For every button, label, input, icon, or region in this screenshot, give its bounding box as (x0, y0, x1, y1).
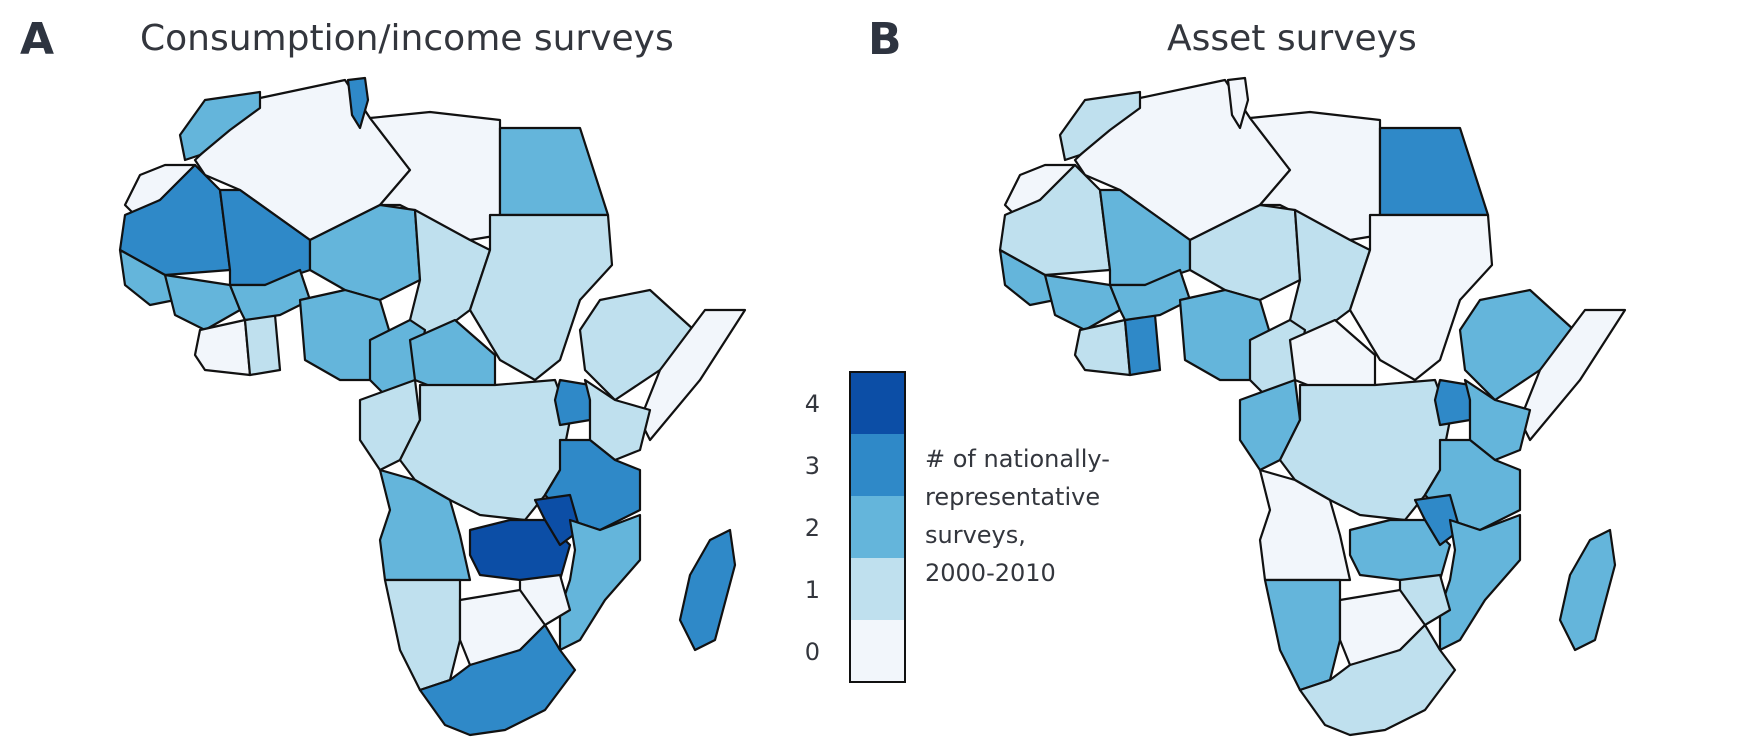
map-b-region-7[interactable] (998, 163, 1112, 277)
panel-b-letter: B (868, 14, 902, 65)
map-a-region-35[interactable] (678, 528, 737, 652)
map-b-region-5[interactable] (1378, 126, 1490, 217)
map-a-region-11[interactable] (468, 213, 614, 382)
map-b-region-15[interactable] (1043, 273, 1122, 332)
map-b-region-17[interactable] (1123, 313, 1162, 377)
map-b-region-3[interactable] (1226, 76, 1250, 130)
map-a-region-30[interactable] (558, 513, 642, 652)
map-a-region-18[interactable] (228, 268, 312, 322)
map-a-region-13[interactable] (638, 308, 747, 442)
map-b-region-9[interactable] (1188, 203, 1302, 302)
map-b-region-18[interactable] (1108, 268, 1192, 322)
map-b (998, 76, 1627, 737)
legend-swatch-1 (850, 558, 905, 620)
legend-caption-line-3: surveys, (925, 521, 1026, 549)
map-a-region-5[interactable] (498, 126, 610, 217)
map-b-region-32[interactable] (1263, 578, 1342, 692)
map-a-region-12[interactable] (578, 288, 707, 402)
map-b-region-34[interactable] (1298, 623, 1457, 737)
map-a-region-16[interactable] (193, 318, 252, 377)
legend-frame (849, 371, 906, 683)
legend-swatch-3 (850, 434, 905, 496)
map-a-region-3[interactable] (346, 76, 370, 130)
map-b-region-27[interactable] (1258, 468, 1352, 582)
map-b-region-11[interactable] (1348, 213, 1494, 382)
panel-a-letter: A (20, 14, 55, 65)
map-a-region-7[interactable] (118, 163, 232, 277)
map-b-region-13[interactable] (1518, 308, 1627, 442)
legend-caption: # of nationally- representative surveys,… (925, 440, 1110, 592)
map-a-region-34[interactable] (418, 623, 577, 737)
legend-caption-line-1: # of nationally- (925, 445, 1110, 473)
legend-tick-3: 3 (804, 452, 820, 480)
map-b-region-24[interactable] (1433, 378, 1472, 427)
legend-swatch-0 (850, 620, 905, 682)
map-a-region-17[interactable] (243, 313, 282, 377)
map-a-region-2[interactable] (178, 90, 262, 162)
map-b-region-14[interactable] (998, 248, 1057, 307)
map-a-region-32[interactable] (383, 578, 462, 692)
legend-tick-0: 0 (804, 638, 820, 666)
map-a (118, 76, 747, 737)
map-b-region-25[interactable] (1463, 378, 1532, 462)
legend-tick-4: 4 (804, 390, 820, 418)
map-a-region-29[interactable] (533, 493, 582, 547)
map-a-region-25[interactable] (583, 378, 652, 462)
map-a-region-27[interactable] (378, 468, 472, 582)
map-a-region-24[interactable] (553, 378, 592, 427)
legend-caption-line-4: 2000-2010 (925, 559, 1056, 587)
legend-swatch-2 (850, 496, 905, 558)
map-a-region-15[interactable] (163, 273, 242, 332)
map-a-region-14[interactable] (118, 248, 177, 307)
map-b-region-2[interactable] (1058, 90, 1142, 162)
panel-a-title: Consumption/income surveys (140, 18, 674, 59)
legend-swatch-4 (850, 372, 905, 434)
legend-colorbar (849, 371, 906, 683)
legend-tick-1: 1 (804, 576, 820, 604)
panel-b-title: Asset surveys (1167, 18, 1417, 59)
map-a-region-9[interactable] (308, 203, 422, 302)
map-b-region-29[interactable] (1413, 493, 1462, 547)
map-b-region-16[interactable] (1073, 318, 1132, 377)
legend-caption-line-2: representative (925, 483, 1101, 511)
map-b-region-12[interactable] (1458, 288, 1587, 402)
map-b-region-35[interactable] (1558, 528, 1617, 652)
legend-tick-2: 2 (804, 514, 820, 542)
map-b-region-30[interactable] (1438, 513, 1522, 652)
